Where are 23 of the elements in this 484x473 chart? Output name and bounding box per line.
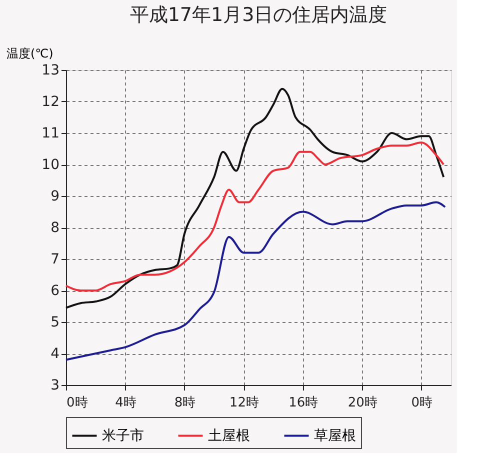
x-tick-label: 12時: [229, 396, 259, 410]
legend-label: 土屋根: [208, 428, 250, 444]
y-tick-label: 8: [50, 220, 60, 236]
y-tick-label: 7: [50, 252, 60, 268]
legend-label: 米子市: [102, 428, 144, 444]
chart-title: 平成17年1月3日の住居内温度: [130, 4, 388, 26]
y-tick-label: 12: [42, 94, 60, 110]
x-tick-label: 8時: [174, 396, 196, 410]
x-tick-label: 20時: [348, 396, 378, 410]
y-tick-label: 9: [50, 188, 60, 204]
y-tick-label: 5: [50, 314, 60, 330]
x-tick-label: 0時: [411, 396, 433, 410]
y-tick-label: 3: [50, 378, 60, 394]
y-tick-label: 4: [50, 346, 60, 362]
x-tick-label: 4時: [115, 396, 136, 410]
y-tick-label: 6: [50, 283, 60, 299]
y-tick-label: 13: [42, 62, 60, 78]
y-tick-label: 10: [42, 157, 60, 173]
x-tick-label: 16時: [288, 396, 318, 410]
y-tick-label: 11: [42, 126, 60, 142]
legend-label: 草屋根: [314, 428, 356, 444]
y-axis-title: 温度(℃): [6, 46, 54, 60]
x-tick-label: 0時: [66, 396, 88, 410]
